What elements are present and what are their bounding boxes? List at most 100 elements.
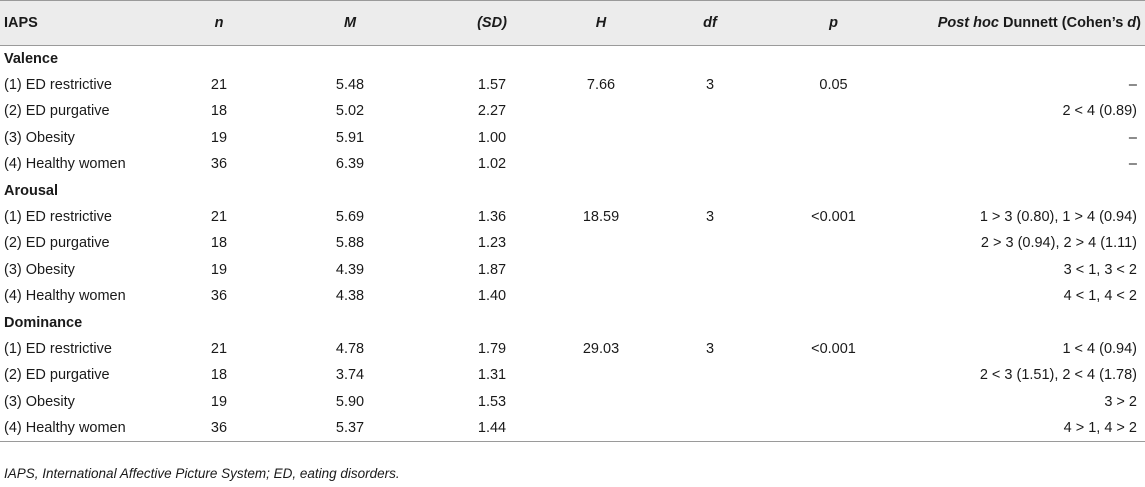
row-label: (3) Obesity	[4, 129, 75, 146]
cell-df	[660, 362, 760, 388]
cell-sd: 1.02	[477, 156, 507, 173]
cell-post-hoc: –	[1128, 156, 1137, 173]
cell-mean: 5.48	[335, 77, 365, 94]
cell-h	[542, 362, 660, 388]
cell-post-hoc: 3 < 1, 3 < 2	[1063, 261, 1137, 278]
table-row: (1) ED restrictive 21 4.78 1.79 29.03 3 <0.001…	[0, 336, 1145, 362]
row-label: (4) Healthy women	[4, 288, 126, 305]
cell-h	[542, 230, 660, 256]
table-row: (3) Obesity 19 5.90 1.53 3 > 2	[0, 389, 1145, 415]
section-title: Dominance	[4, 314, 83, 331]
table-row: (4) Healthy women 36 4.38 1.40 4 < 1, 4 < 2	[0, 283, 1145, 309]
cell-p	[760, 230, 907, 256]
cell-n: 21	[210, 340, 228, 357]
table-row: (3) Obesity 19 5.91 1.00 –	[0, 125, 1145, 151]
cell-n: 21	[210, 77, 228, 94]
cell-post-hoc: 1 > 3 (0.80), 1 > 4 (0.94)	[979, 209, 1137, 226]
cell-post-hoc: 4 > 1, 4 > 2	[907, 414, 1145, 442]
header-iaps: IAPS	[0, 0, 180, 46]
header-h: H	[542, 0, 660, 46]
results-table: IAPS n M (SD) H df p Post hoc Dunnett (C…	[0, 0, 1145, 442]
cell-post-hoc: 1 < 4 (0.94)	[1062, 340, 1137, 357]
cell-h	[542, 414, 660, 442]
header-m: M	[258, 0, 442, 46]
header-row: IAPS n M (SD) H df p Post hoc Dunnett (C…	[0, 0, 1145, 46]
cell-post-hoc: 2 > 3 (0.94), 2 > 4 (1.11)	[980, 235, 1137, 252]
cell-post-hoc: 2 < 3 (1.51), 2 < 4 (1.78)	[979, 367, 1137, 384]
cell-df	[660, 283, 760, 309]
cell-df	[660, 98, 760, 124]
cell-mean: 4.78	[335, 340, 365, 357]
cell-n: 19	[210, 129, 228, 146]
cell-mean: 4.38	[335, 288, 365, 305]
cell-post-hoc: 3 > 2	[1104, 393, 1137, 410]
cell-sd: 1.00	[477, 129, 507, 146]
section-header-row: Dominance	[0, 309, 1145, 335]
cell-n: 36	[210, 156, 228, 173]
cell-df	[660, 414, 760, 442]
row-label: (3) Obesity	[4, 261, 75, 278]
cell-p: 0.05	[819, 77, 848, 94]
header-n: n	[180, 0, 258, 46]
cell-p	[760, 389, 907, 415]
row-label: (2) ED purgative	[4, 103, 110, 120]
cell-mean: 5.90	[335, 393, 365, 410]
cell-df	[660, 389, 760, 415]
cell-mean: 5.02	[335, 103, 365, 120]
cell-h	[542, 98, 660, 124]
table-row: (1) ED restrictive 21 5.69 1.36 18.59 3 <0.001…	[0, 204, 1145, 230]
cell-n: 21	[210, 209, 228, 226]
cell-p: <0.001	[811, 340, 856, 357]
row-label: (1) ED restrictive	[4, 77, 112, 94]
cell-sd: 2.27	[477, 103, 507, 120]
cell-post-hoc: 2 < 4 (0.89)	[1062, 103, 1137, 120]
table-row: (2) ED purgative 18 5.02 2.27 2 < 4 (0.89)	[0, 98, 1145, 124]
table-row: (3) Obesity 19 4.39 1.87 3 < 1, 3 < 2	[0, 257, 1145, 283]
cell-n: 36	[180, 414, 258, 442]
cell-h	[542, 257, 660, 283]
cell-n: 18	[210, 235, 228, 252]
cell-p	[760, 98, 907, 124]
cell-df	[660, 257, 760, 283]
section-header-row: Arousal	[0, 177, 1145, 203]
table-header: IAPS n M (SD) H df p Post hoc Dunnett (C…	[0, 0, 1145, 46]
cell-sd: 1.87	[477, 261, 507, 278]
cell-df	[660, 230, 760, 256]
cell-sd: 1.79	[477, 340, 507, 357]
row-label: (2) ED purgative	[4, 367, 110, 384]
cell-mean: 5.69	[335, 209, 365, 226]
cell-h: 29.03	[582, 340, 620, 357]
row-label: (1) ED restrictive	[4, 209, 112, 226]
cell-sd: 1.23	[477, 235, 507, 252]
cell-sd: 1.31	[477, 367, 507, 384]
cell-mean: 5.37	[258, 414, 442, 442]
row-label: (3) Obesity	[4, 393, 75, 410]
cell-mean: 5.91	[335, 129, 365, 146]
header-post-hoc: Post hoc Dunnett (Cohen’s d)	[907, 0, 1145, 46]
cell-n: 36	[210, 288, 228, 305]
cell-h: 18.59	[582, 209, 620, 226]
section-title: Valence	[4, 50, 59, 67]
cell-post-hoc: –	[1128, 77, 1137, 94]
table-row: (1) ED restrictive 21 5.48 1.57 7.66 3 0.05 –	[0, 72, 1145, 98]
cell-mean: 4.39	[335, 261, 365, 278]
cell-h	[542, 389, 660, 415]
table-body: Valence (1) ED restrictive 21 5.48 1.57 7.66 3…	[0, 46, 1145, 442]
cell-mean: 3.74	[335, 367, 365, 384]
cell-n: 18	[210, 103, 228, 120]
cell-mean: 6.39	[335, 156, 365, 173]
cell-df	[660, 125, 760, 151]
section-header-row: Valence	[0, 46, 1145, 72]
table-row: (2) ED purgative 18 3.74 1.31 2 < 3 (1.51), …	[0, 362, 1145, 388]
cell-sd: 1.44	[442, 414, 542, 442]
cell-p: <0.001	[811, 209, 856, 226]
row-label: (1) ED restrictive	[4, 340, 112, 357]
cell-p	[760, 151, 907, 177]
cell-h	[542, 151, 660, 177]
header-p: p	[760, 0, 907, 46]
cell-sd: 1.57	[477, 77, 507, 94]
table-row: (4) Healthy women 36 5.37 1.44 4 > 1, 4 > 2	[0, 414, 1145, 442]
header-df: df	[660, 0, 760, 46]
cell-p	[760, 283, 907, 309]
